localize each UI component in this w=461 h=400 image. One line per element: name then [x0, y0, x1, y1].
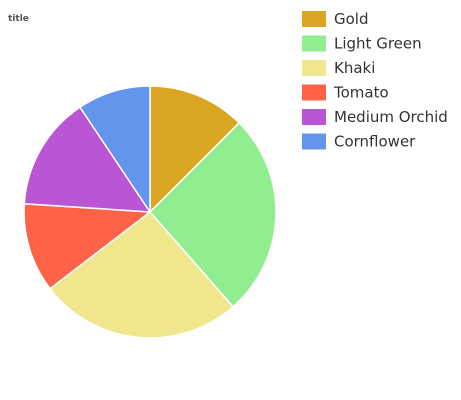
pie-slice-tomato [23, 202, 153, 290]
legend-label: Light Green [334, 35, 422, 53]
pie-slice-light-green [148, 121, 277, 308]
legend-item: Cornflower [302, 133, 416, 151]
chart-title: title [8, 14, 29, 24]
legend-item: Khaki [302, 59, 375, 77]
legend-item: Medium Orchid [302, 108, 448, 126]
legend-swatch [302, 84, 326, 101]
legend-swatch [302, 109, 326, 125]
legend-label: Gold [334, 10, 369, 28]
legend-swatch [302, 133, 326, 150]
pie-slice-khaki [48, 210, 235, 339]
pie-slices [23, 85, 277, 339]
legend-label: Tomato [333, 84, 389, 102]
legend-label: Khaki [334, 59, 375, 77]
legend-item: Gold [302, 10, 369, 28]
legend-swatch [302, 11, 326, 27]
pie-slice-gold [149, 85, 241, 214]
legend-label: Cornflower [334, 133, 416, 151]
legend-item: Tomato [302, 84, 389, 102]
legend-swatch [302, 35, 326, 52]
pie-slice-medium-orchid [23, 106, 152, 213]
legend-swatch [302, 60, 326, 76]
legend: Gold Light Green Khaki Tomato Medium Orchid C… [302, 10, 448, 151]
legend-label: Medium Orchid [334, 108, 448, 126]
legend-item: Light Green [302, 35, 422, 53]
pie-slice-cornflower [78, 85, 151, 215]
